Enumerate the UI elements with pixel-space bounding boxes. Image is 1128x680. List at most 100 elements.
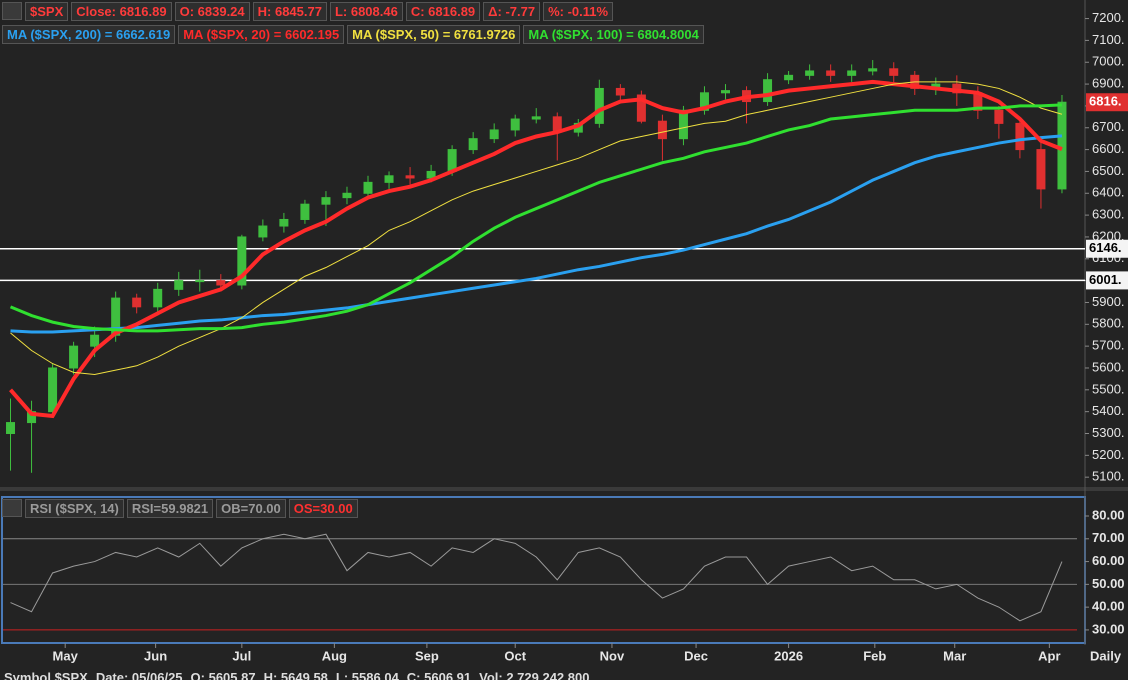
y-tick-label: 5900. [1092,294,1125,309]
candle-body [321,197,331,205]
candle-body [237,236,247,286]
x-tick-label: Mar [943,648,966,663]
candle-body [510,118,520,131]
candle-body [6,422,16,434]
icon [2,499,22,517]
y-tick-label: 5200. [1092,447,1125,462]
candle-body [994,109,1004,124]
y-tick-label: 50.00 [1092,576,1125,591]
candle-body [69,345,79,369]
candle-body [132,297,142,308]
x-tick-label: Oct [504,648,526,663]
status-item: H: 5649.58 [263,670,328,680]
y-tick-label: 5100. [1092,469,1125,484]
ma-line [9,79,1063,419]
y-tick-label: 6400. [1092,185,1125,200]
candle-body [48,367,58,413]
candle-body [868,68,878,72]
x-tick-label: Jul [232,648,251,663]
y-tick-label: 6700. [1092,119,1125,134]
candle-body [1015,122,1025,151]
ma-line [9,103,1063,333]
ohlc-label: H: 6845.77 [252,2,327,21]
candle-body [195,280,205,283]
rsi-stat: OB=70.00 [216,499,286,518]
candle-body [636,94,646,122]
y-tick-label: 60.00 [1092,553,1125,568]
status-item: Date: 05/06/25 [95,670,183,680]
x-tick-label: Apr [1038,648,1060,663]
candle-body [216,280,226,286]
candle-body [1057,101,1067,190]
status-item: Symbol $SPX [4,670,88,680]
ohlc-label: C: 6816.89 [405,2,481,21]
x-tick-label: Dec [684,648,708,663]
symbol: $SPX [25,2,69,21]
rsi-line [10,533,1063,622]
candle-body [531,116,541,120]
ma-line [10,134,1063,334]
ohlc-label: %: -0.11% [543,2,614,21]
y-tick-label: 5700. [1092,338,1125,353]
candle-body [405,175,415,179]
legend-entry: RSI ($SPX, 14) [25,499,124,518]
y-tick-label: 6300. [1092,207,1125,222]
x-tick-label: May [53,648,79,663]
status-bar: Symbol $SPX Date: 05/06/25 O: 5605.87 H: 56… [4,670,589,680]
y-tick-label: 7200. [1092,10,1125,25]
y-tick-label: 5500. [1092,381,1125,396]
ohlc-label: O: 6839.24 [174,2,250,21]
candle-body [174,280,184,290]
status-item: Vol: 2,729,242,800 [479,670,590,680]
ohlc-label: Close: 6816.89 [71,2,172,21]
rsi-header: RSI ($SPX, 14) RSI=59.9821 OB=70.00 OS=30.0… [2,499,358,518]
level-label: 6146. [1089,240,1122,255]
candle-body [657,120,667,140]
candle-body [678,109,688,140]
candle-body [699,92,709,111]
legend-entry: MA ($SPX, 200) = 6662.619 [2,25,176,44]
candle-body [615,87,625,96]
y-tick-label: 5300. [1092,425,1125,440]
x-tick-label: Aug [322,648,347,663]
candle-body [889,68,899,76]
candle-body [805,70,815,76]
y-tick-label: 6200. [1092,228,1125,243]
legend-entry: MA ($SPX, 50) = 6761.9726 [347,25,521,44]
y-tick-label: 6900. [1092,76,1125,91]
y-tick-label: 5600. [1092,359,1125,374]
y-tick-label: 5800. [1092,316,1125,331]
y-tick-label: 30.00 [1092,621,1125,636]
x-tick-label: Sep [415,648,439,663]
candle-body [489,129,499,140]
x-tick-label: Feb [863,648,886,663]
level-label: 6001. [1089,272,1122,287]
ohlc-label: L: 6808.46 [329,2,403,21]
legend-entry: MA ($SPX, 100) = 6804.8004 [523,25,704,44]
legend-entry: MA ($SPX, 20) = 6602.195 [178,25,345,44]
separator [0,487,1128,491]
candle-body [384,175,394,183]
candle-body [363,181,373,194]
period-label: Daily [1090,648,1122,663]
x-tick-label: 2026 [774,648,803,663]
y-tick-label: 80.00 [1092,507,1125,522]
last-price-box [1086,93,1128,112]
y-tick-label: 6500. [1092,163,1125,178]
rsi-frame [1,496,1086,644]
rsi-stat: OS=30.00 [288,499,358,518]
candle-body [90,334,100,347]
status-item: O: 5605.87 [190,670,256,680]
price-header: $SPX Close: 6816.89 O: 6839.24 H: 6845.77 L… [2,2,614,21]
level-box [1086,239,1128,258]
icon [2,2,22,20]
x-tick-label: Jun [144,648,167,663]
candle-body [279,218,289,227]
x-tick-label: Nov [600,648,625,663]
candle-body [594,87,604,124]
candle-body [153,288,163,308]
candle-body [258,225,268,238]
y-tick-label: 40.00 [1092,599,1125,614]
candle-body [826,70,836,76]
